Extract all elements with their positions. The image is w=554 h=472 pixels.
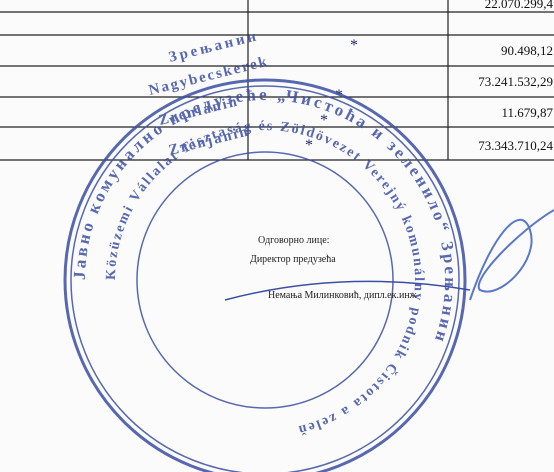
svg-text:*: * bbox=[305, 137, 313, 154]
signature-scribble bbox=[469, 209, 554, 301]
signature-name: Немања Милинковић, дипл.ек.инж bbox=[268, 290, 417, 301]
svg-text:*: * bbox=[350, 37, 358, 54]
table-cell: 90.498,12 bbox=[501, 43, 553, 58]
svg-text:*: * bbox=[320, 112, 328, 129]
table-fragment bbox=[0, 0, 554, 161]
signature-role: Одговорно лице: bbox=[258, 235, 329, 246]
signature-stroke bbox=[224, 280, 471, 301]
table-cell: 22.070.299,4 bbox=[485, 0, 554, 11]
table-cell: 11.679,87 bbox=[501, 105, 553, 120]
table-cell: 73.343.710,24 bbox=[478, 138, 553, 153]
table-cell: 73.241.532,29 bbox=[478, 74, 553, 89]
signature-position: Директор предузећа bbox=[250, 254, 336, 265]
